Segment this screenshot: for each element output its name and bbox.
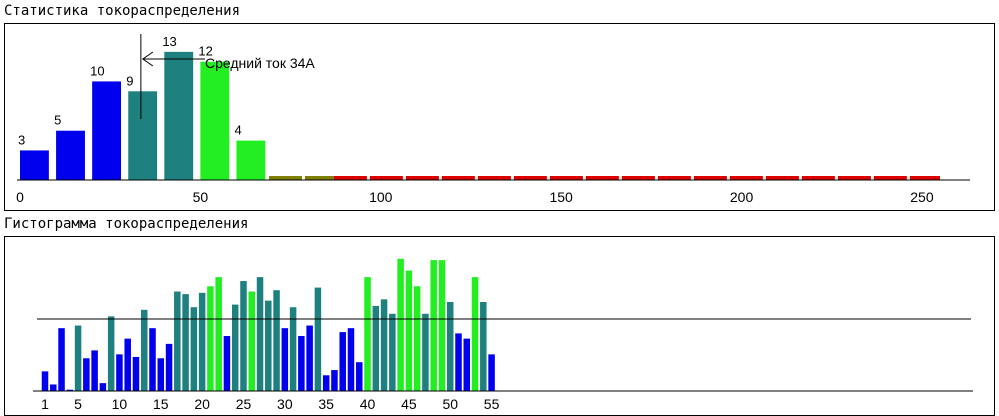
- histogram-bar: [174, 291, 181, 391]
- histogram-bar: [149, 328, 156, 391]
- x-tick-label: 10: [112, 396, 128, 412]
- average-marker-label: Средний ток 34А: [205, 55, 315, 71]
- histogram-bar: [248, 291, 255, 391]
- histogram-bar: [446, 301, 454, 391]
- x-tick-label: 100: [369, 189, 393, 205]
- histogram-bar: [50, 384, 57, 391]
- histogram-bar: [397, 258, 404, 391]
- histogram-chart-panel: 1 5 10 15 20 25 30 35 40 45 50 55: [4, 236, 995, 416]
- bar-value-label: 5: [54, 113, 61, 128]
- histogram-bar: [66, 389, 74, 391]
- histogram-bar: [281, 328, 289, 391]
- bar: [164, 51, 194, 180]
- histogram-bar: [455, 333, 462, 391]
- histogram-bar: [389, 313, 396, 391]
- histogram-bar: [422, 313, 429, 391]
- histogram-bar: [364, 277, 371, 391]
- histogram-bar: [190, 307, 198, 391]
- x-tick-label: 45: [401, 396, 417, 412]
- stats-chart-title: Статистика токораспределения: [4, 3, 241, 19]
- bar-value-label: 4: [234, 123, 241, 138]
- histogram-bar: [322, 375, 330, 391]
- bar: [20, 150, 49, 180]
- arrow-head-icon: [141, 51, 154, 67]
- histogram-bar: [488, 354, 495, 391]
- bar: [56, 130, 85, 180]
- histogram-bar: [265, 300, 272, 391]
- histogram-bar: [298, 336, 305, 391]
- histogram-bar: [413, 286, 421, 391]
- histogram-bar: [289, 307, 297, 391]
- histogram-bar: [314, 287, 322, 391]
- histogram-bar: [74, 325, 82, 391]
- histogram-bar: [405, 270, 413, 391]
- histogram-bar: [165, 343, 173, 391]
- x-tick-label: 25: [236, 396, 252, 412]
- x-tick-label: 250: [910, 189, 934, 205]
- bar-value-label: 12: [198, 44, 212, 59]
- histogram-bar: [372, 305, 380, 391]
- bar: [236, 140, 266, 180]
- histogram-bar: [41, 371, 49, 391]
- x-tick-label: 1: [41, 396, 49, 412]
- histogram-bar: [347, 328, 355, 391]
- x-tick-label: 30: [277, 396, 293, 412]
- histogram-bar: [438, 260, 446, 391]
- histogram-bar: [132, 356, 140, 391]
- x-tick-label: 55: [484, 396, 500, 412]
- stats-chart-panel: 3 5 10 9 13 12 4 0 50 100 150 200 250 Средний ток 34А: [4, 23, 995, 211]
- stats-chart-svg: 3 5 10 9 13 12 4 0 50 100 150 200 250 Средний ток 34А: [16, 34, 970, 205]
- x-tick-label: 35: [318, 396, 334, 412]
- histogram-bar: [140, 309, 148, 391]
- x-tick-label: 20: [194, 396, 210, 412]
- bar-value-label: 10: [90, 63, 104, 78]
- histogram-bar: [471, 277, 479, 391]
- histogram-bar: [91, 350, 98, 391]
- x-tick-label: 50: [442, 396, 458, 412]
- histogram-bar: [331, 370, 338, 391]
- bar-value-label: 3: [18, 132, 25, 147]
- x-tick-label: 0: [16, 189, 24, 205]
- histogram-bar: [223, 336, 231, 391]
- histogram-bar: [58, 328, 65, 391]
- histogram-bar: [463, 338, 471, 391]
- histogram-bar: [380, 299, 388, 391]
- histogram-chart-title: Гистограмма токораспределения: [4, 216, 249, 232]
- histogram-bar: [480, 301, 487, 391]
- histogram-bar: [231, 304, 239, 391]
- histogram-bar: [157, 358, 165, 391]
- x-tick-label: 15: [153, 396, 169, 412]
- bar: [200, 61, 230, 180]
- bar-value-label: 13: [162, 34, 176, 49]
- histogram-chart-svg: 1 5 10 15 20 25 30 35 40 45 50 55: [33, 258, 973, 412]
- histogram-bar: [430, 260, 437, 391]
- histogram-bar: [198, 292, 206, 391]
- histogram-bar: [182, 294, 189, 391]
- x-tick-label: 200: [730, 189, 754, 205]
- x-tick-label: 5: [74, 396, 82, 412]
- histogram-bar: [207, 286, 214, 391]
- histogram-bar: [356, 362, 363, 391]
- bar: [92, 81, 122, 180]
- x-tick-label: 150: [549, 189, 573, 205]
- histogram-bar: [83, 358, 90, 391]
- x-tick-label: 40: [360, 396, 376, 412]
- bar-value-label: 9: [126, 73, 133, 88]
- histogram-bar: [107, 316, 115, 391]
- histogram-bar: [306, 325, 313, 391]
- histogram-bar: [256, 277, 264, 391]
- histogram-bar: [240, 281, 247, 391]
- histogram-bar: [339, 332, 346, 391]
- histogram-bar: [273, 290, 280, 391]
- histogram-bar: [124, 338, 131, 391]
- histogram-bar: [99, 383, 107, 391]
- histogram-bar: [215, 277, 222, 391]
- x-tick-label: 50: [193, 189, 209, 205]
- histogram-bar: [116, 354, 123, 391]
- bar: [128, 91, 158, 180]
